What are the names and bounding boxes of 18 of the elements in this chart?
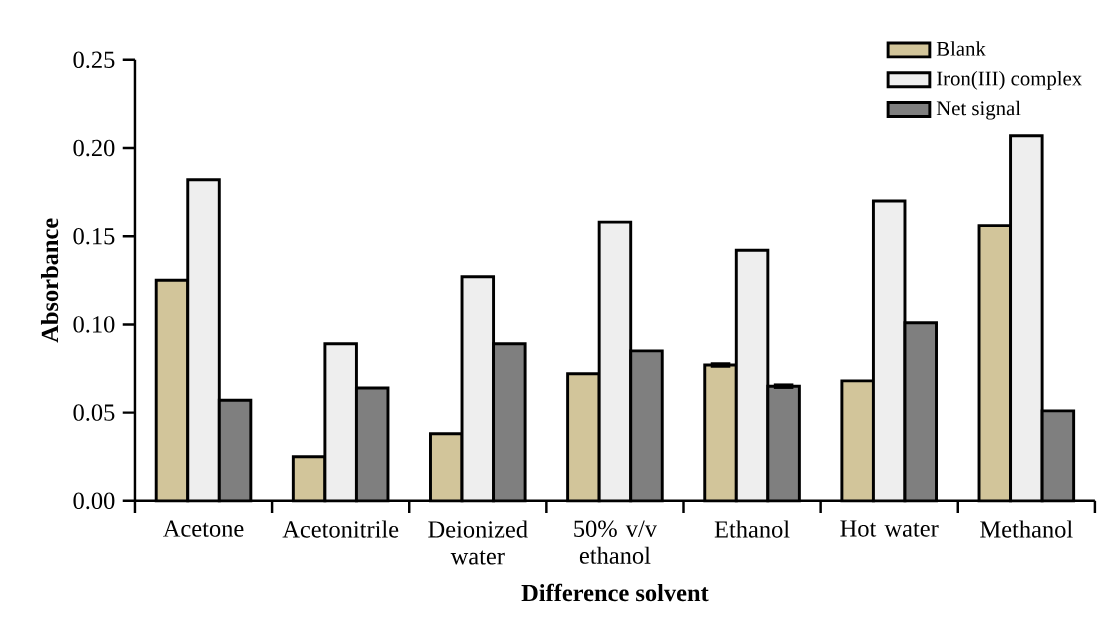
x-tick-label: 50% v/v ethanol bbox=[574, 520, 658, 564]
legend-label: Blank bbox=[936, 41, 986, 56]
legend-label: Iron(III) complex bbox=[936, 70, 1082, 90]
y-tick-label: 0.10 bbox=[73, 316, 115, 333]
x-tick-label: Hot water bbox=[840, 520, 939, 537]
legend-label: Net signal bbox=[936, 100, 1021, 120]
y-tick-label: 0.25 bbox=[73, 51, 115, 69]
x-tick-label: Acetone bbox=[163, 520, 244, 537]
y-tick-label: 0.20 bbox=[73, 139, 115, 157]
y-tick-label: 0.15 bbox=[73, 227, 115, 245]
x-tick-label: Ethanol bbox=[714, 520, 790, 538]
y-tick-label: 0.05 bbox=[73, 404, 115, 421]
x-tick-label: Acetonitrile bbox=[282, 520, 399, 538]
x-tick-label: Deionized water bbox=[428, 520, 528, 565]
x-axis-title: Difference solvent bbox=[521, 583, 709, 602]
x-tick-label: Methanol bbox=[980, 520, 1073, 538]
y-tick-label: 0.00 bbox=[73, 492, 115, 510]
y-axis-title: Absorbance bbox=[40, 218, 59, 343]
